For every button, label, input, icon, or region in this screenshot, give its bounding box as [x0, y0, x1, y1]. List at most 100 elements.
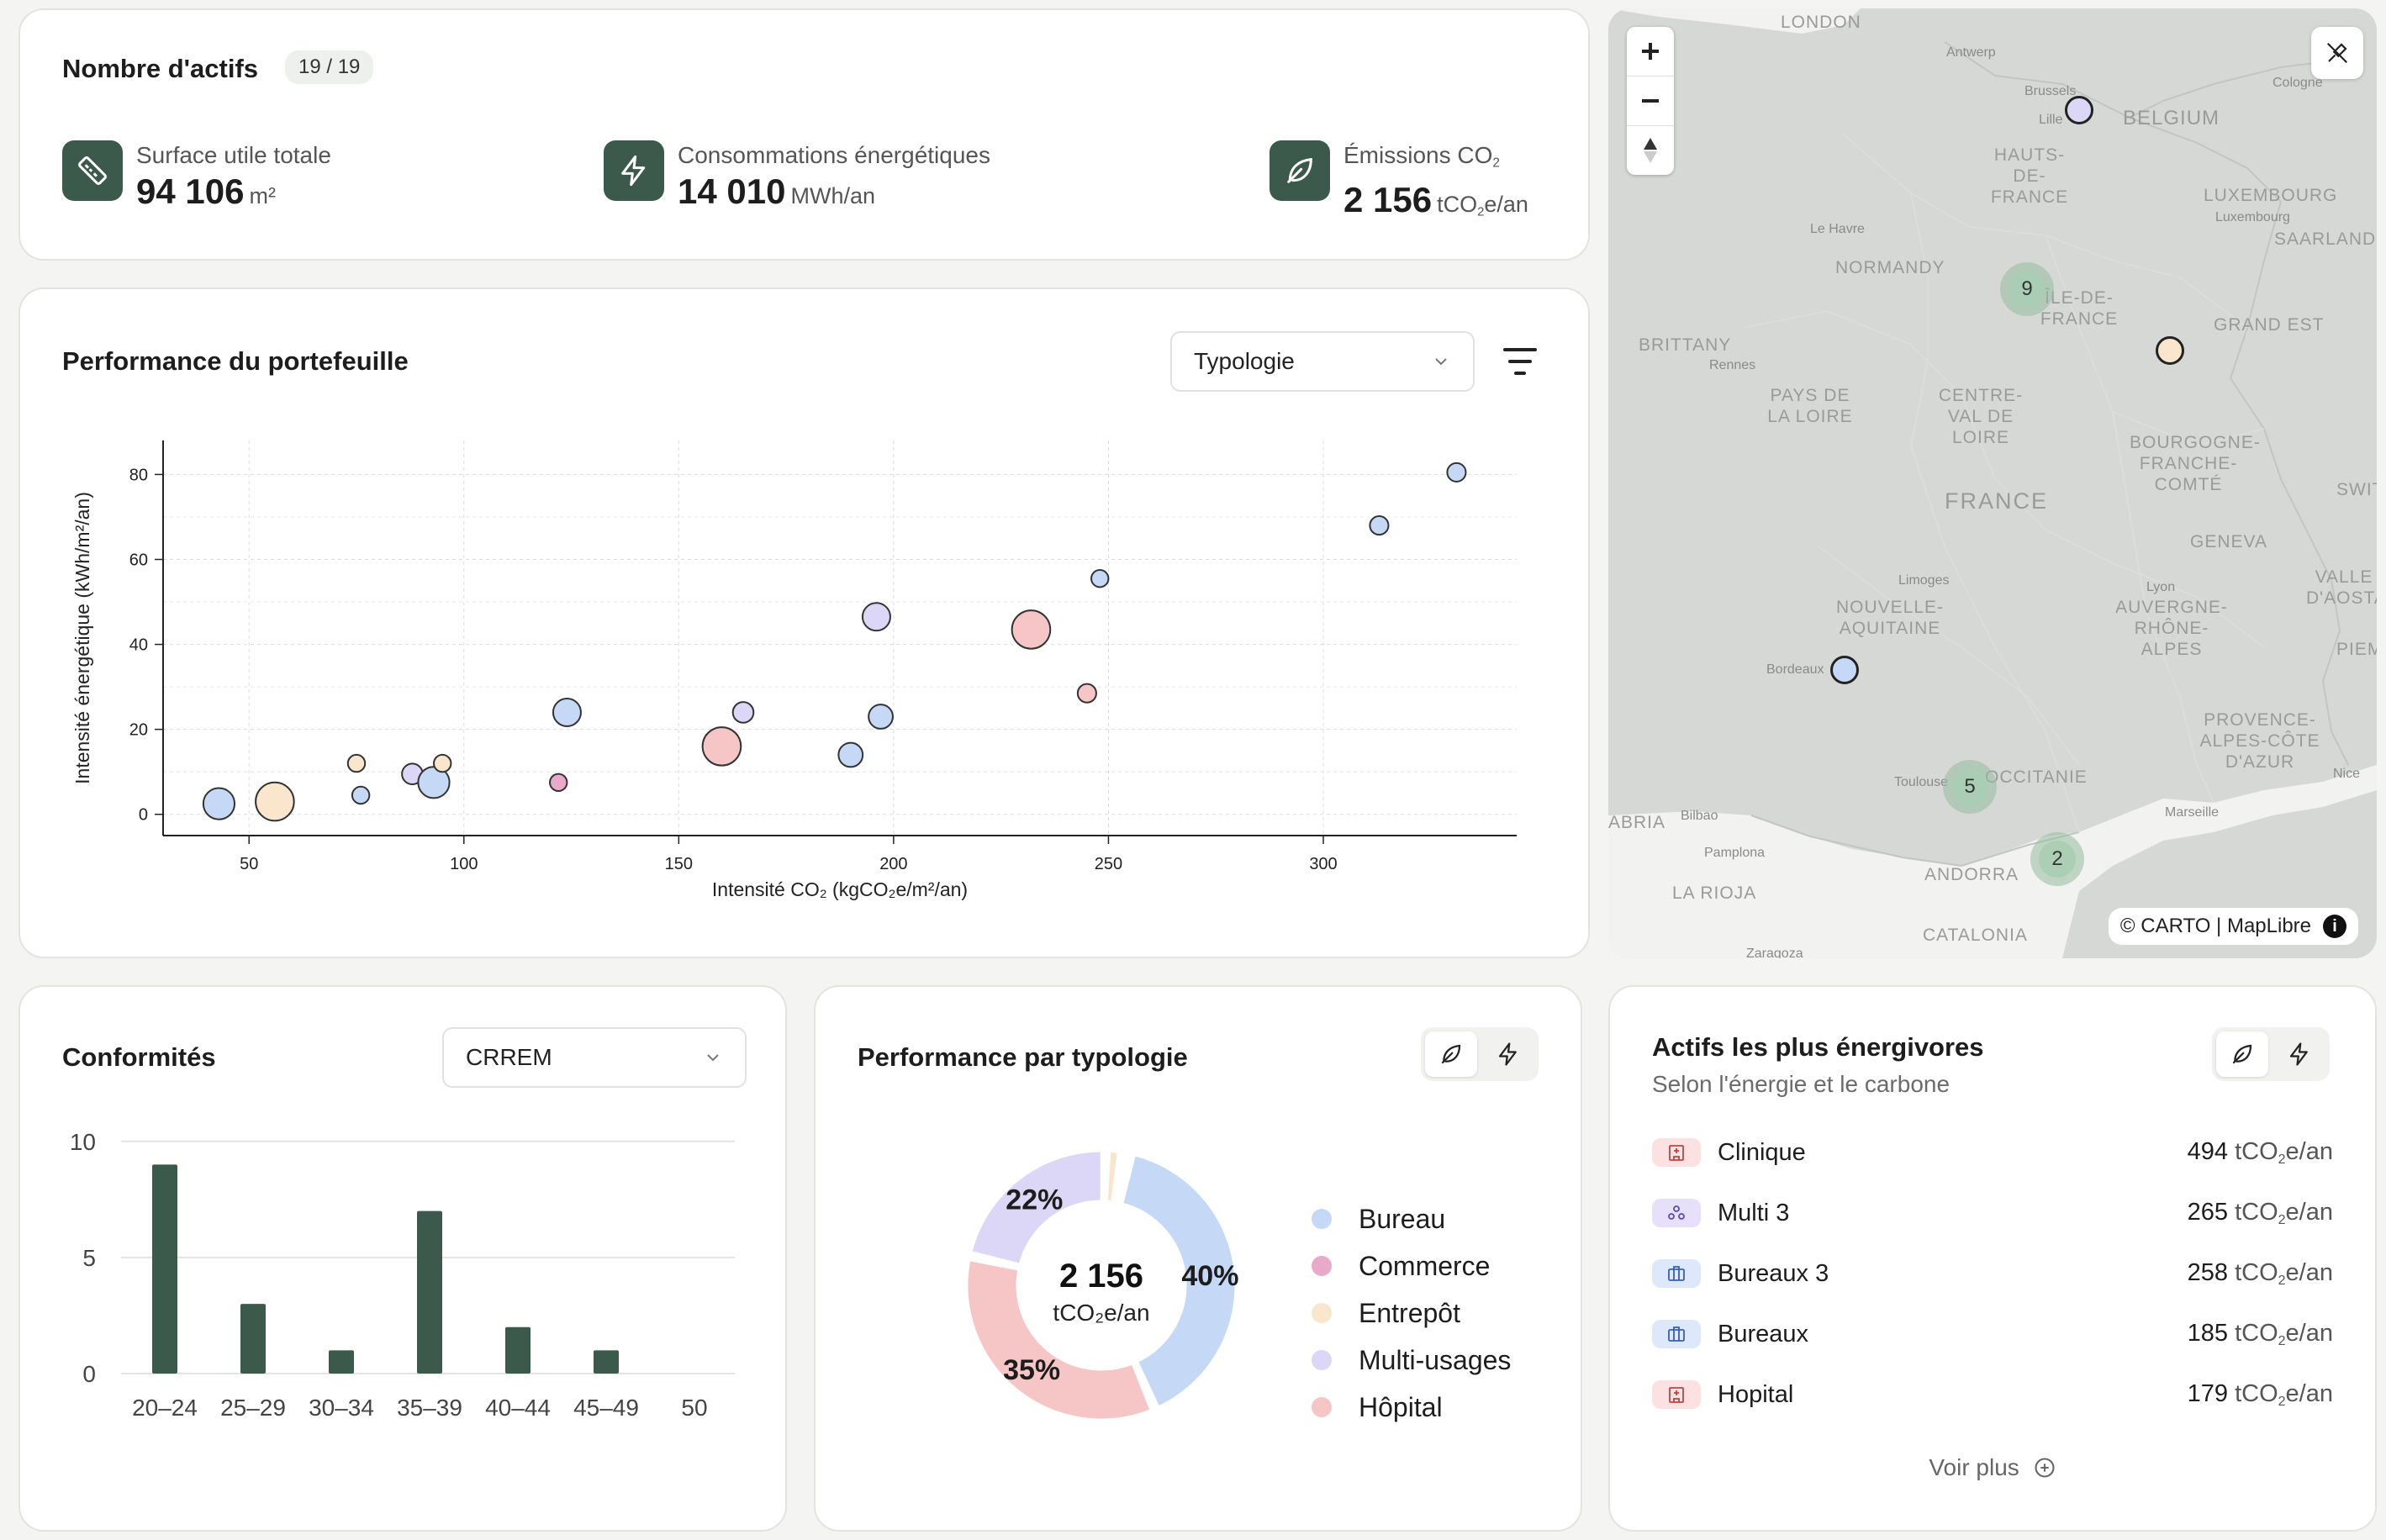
map-cluster[interactable]: 2: [2030, 832, 2084, 886]
kpi-energy-unit: MWh/an: [790, 183, 875, 208]
map-zoom-controls: [1627, 27, 1674, 175]
typology-dropdown-value: Typologie: [1194, 348, 1295, 374]
scatter-point: [346, 753, 367, 773]
donut-label: 40%: [1181, 1260, 1238, 1292]
map-label-limoges: Limoges: [1898, 573, 1950, 588]
legend-item: Multi-usages: [1312, 1337, 1511, 1384]
compliance-bar: [594, 1350, 619, 1374]
carbon-toggle-button[interactable]: [1425, 1031, 1477, 1077]
donut-slice: [965, 1258, 1153, 1421]
compliance-dropdown[interactable]: CRREM: [442, 1027, 747, 1088]
hospital-icon: [1652, 1138, 1701, 1167]
legend-item: Bureau: [1312, 1195, 1511, 1242]
top-asset-row[interactable]: Multi 3 265 tCO2e/an: [1652, 1190, 2333, 1236]
x-tick-label: 40–44: [485, 1395, 551, 1421]
x-tick-label: 20–24: [132, 1395, 198, 1421]
donut-label: 22%: [1006, 1184, 1063, 1216]
filter-icon[interactable]: [1502, 345, 1539, 378]
top-asset-value: 185 tCO2e/an: [2187, 1319, 2333, 1348]
map-label-la-rioja: LA RIOJA: [1672, 883, 1757, 903]
scatter-point: [837, 741, 864, 768]
legend-item: Entrepôt: [1312, 1289, 1511, 1337]
map-label-brussels: Brussels: [2024, 84, 2077, 98]
typology-donut-chart: 40% 35% 22% 2 156 tCO₂e/an: [965, 1149, 1238, 1421]
map-cluster[interactable]: 9: [2000, 262, 2054, 316]
scatter-point: [1076, 683, 1097, 704]
lightning-icon: [2289, 1042, 2308, 1066]
x-tick-label: 35–39: [397, 1395, 462, 1421]
legend-dot-entrepot: [1312, 1303, 1332, 1323]
x-axis-label: Intensité CO₂ (kgCO₂e/m²/an): [712, 878, 968, 900]
scatter-point: [1090, 569, 1110, 588]
top-asset-row[interactable]: Bureaux 3 258 tCO2e/an: [1652, 1251, 2333, 1296]
map-label-lyon: Lyon: [2146, 580, 2176, 594]
y-tick-label: 20: [129, 721, 148, 740]
assets-map[interactable]: LONDON Antwerp Cologne Brussels BELGIUM …: [1608, 8, 2377, 958]
scatter-point: [351, 785, 371, 805]
zoom-in-button[interactable]: [1627, 27, 1674, 76]
energy-toggle-button[interactable]: [2273, 1031, 2325, 1077]
lightning-icon: [1498, 1042, 1517, 1066]
map-label-catalonia: CATALONIA: [1923, 926, 2028, 945]
legend-dot-multi-usages: [1312, 1350, 1332, 1370]
info-icon[interactable]: i: [2323, 915, 2346, 938]
typology-title: Performance par typologie: [858, 1042, 1188, 1072]
compliance-dropdown-value: CRREM: [466, 1044, 552, 1070]
map-style-button[interactable]: [2311, 27, 2363, 79]
kpi-surface-label: Surface utile totale: [136, 142, 331, 168]
assets-count-badge: 19 / 19: [285, 50, 374, 84]
map-label-bordeaux: Bordeaux: [1766, 662, 1824, 677]
map-label-zaragoza: Zaragoza: [1746, 947, 1803, 958]
map-label-normandy: NORMANDY: [1835, 258, 1945, 277]
kpi-surface-unit: m²: [249, 183, 276, 208]
paint-icon: [2326, 42, 2348, 64]
top-assets-subtitle: Selon l'énergie et le carbone: [1652, 1071, 1951, 1097]
map-label-marseille: Marseille: [2165, 805, 2220, 820]
map-label-centre-val-de-loire: CENTRE-VAL DE LOIRE: [1938, 386, 2024, 447]
map-label-pays-de-la-loire: PAYS DE LA LOIRE: [1767, 386, 1853, 426]
compass-button[interactable]: [1627, 126, 1674, 175]
top-asset-row[interactable]: Hopital 179 tCO2e/an: [1652, 1372, 2333, 1417]
map-label-swit: SWIT: [2336, 480, 2377, 499]
top-asset-name: Hopital: [1718, 1380, 1794, 1408]
x-tick-label: 250: [1095, 855, 1122, 873]
top-assets-title: Actifs les plus énergivores: [1652, 1032, 1984, 1062]
donut-slice: [1121, 1153, 1238, 1409]
legend-dot-bureau: [1312, 1209, 1332, 1229]
top-asset-name: Multi 3: [1718, 1199, 1790, 1226]
map-marker[interactable]: [2156, 336, 2184, 365]
typology-dropdown[interactable]: Typologie: [1170, 331, 1475, 392]
y-tick-label: 5: [82, 1245, 96, 1271]
map-label-bilbao: Bilbao: [1681, 809, 1718, 823]
scatter-point: [868, 704, 894, 730]
zoom-out-button[interactable]: [1627, 76, 1674, 126]
y-tick-label: 10: [70, 1129, 96, 1155]
map-label-auvergne: AUVERGNE-RHÔNE-ALPES: [2115, 598, 2228, 659]
compliance-title: Conformités: [62, 1042, 216, 1072]
carbon-toggle-button[interactable]: [2216, 1031, 2268, 1077]
map-marker[interactable]: [1830, 656, 1859, 684]
top-asset-row[interactable]: Bureaux 185 tCO2e/an: [1652, 1311, 2333, 1357]
scatter-chart: 50 100 150 200 250 300 0 20 40 60 80 Intensité CO₂ …: [71, 440, 1517, 900]
energy-toggle-button[interactable]: [1482, 1031, 1534, 1077]
scatter-point: [202, 787, 236, 820]
x-tick-label: 25–29: [220, 1395, 286, 1421]
top-asset-value: 179 tCO2e/an: [2187, 1379, 2333, 1409]
scatter-point: [1011, 609, 1052, 650]
map-marker[interactable]: [2065, 96, 2093, 124]
map-label-luxembourg-city: Luxembourg: [2215, 210, 2290, 224]
map-label-valle-daosta: VALLE D'AOSTA: [2306, 567, 2377, 608]
scatter-point: [731, 701, 755, 724]
top-asset-row[interactable]: Clinique 494 tCO2e/an: [1652, 1130, 2333, 1175]
top-asset-value: 258 tCO2e/an: [2187, 1258, 2333, 1288]
multi-use-icon: [1652, 1199, 1701, 1227]
scatter-point: [255, 781, 295, 822]
map-cluster[interactable]: 5: [1943, 760, 1997, 814]
leaf-icon: [1441, 1044, 1461, 1064]
see-more-button[interactable]: Voir plus: [1610, 1454, 2375, 1481]
compliance-bar: [240, 1304, 266, 1374]
map-label-nouvelle-aquitaine: NOUVELLE-AQUITAINE: [1835, 598, 1945, 638]
donut-center-unit: tCO₂e/an: [1053, 1300, 1149, 1326]
donut-slice: [1116, 1152, 1128, 1205]
donut-slice: [1105, 1149, 1120, 1204]
